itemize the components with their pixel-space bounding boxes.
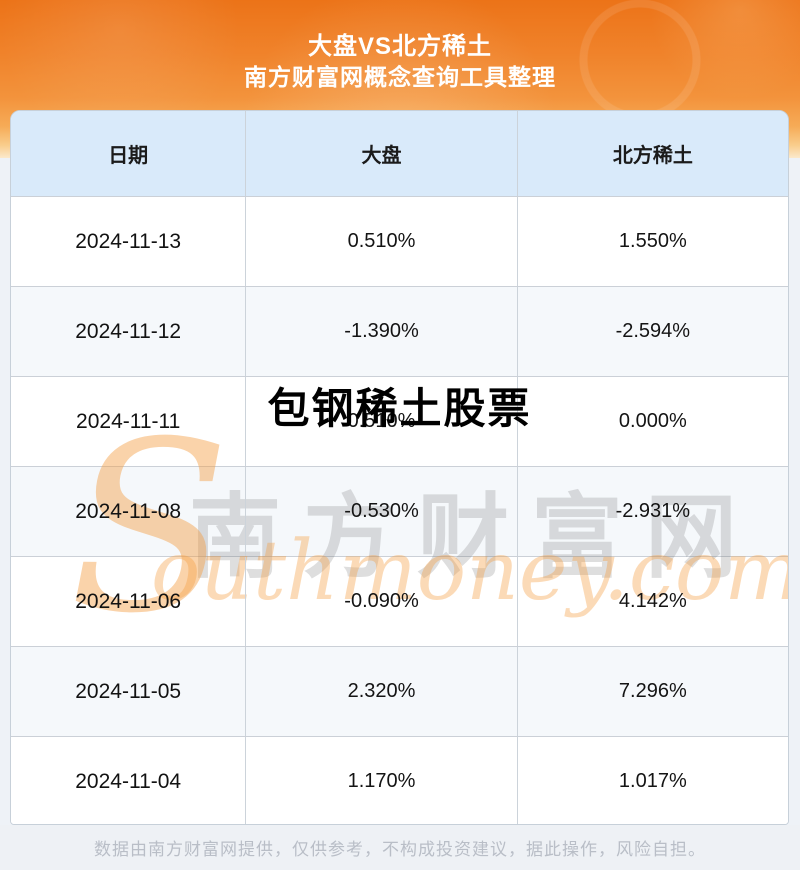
table-row: 2024-11-08 -0.530% -2.931% bbox=[11, 466, 788, 556]
column-header-stock: 北方稀土 bbox=[516, 111, 788, 196]
hero-banner: 大盘VS北方稀土 南方财富网概念查询工具整理 bbox=[0, 0, 800, 158]
stock-cell: 7.296% bbox=[516, 647, 788, 736]
date-cell: 2024-11-13 bbox=[75, 229, 182, 253]
date-cell: 2024-11-12 bbox=[75, 319, 182, 343]
footer-bar: 数据由南方财富网提供，仅供参考，不构成投资建议，据此操作，风险自担。 bbox=[0, 825, 800, 870]
market-cell: 0.510% bbox=[245, 377, 516, 466]
table-row: 2024-11-04 1.170% 1.017% bbox=[11, 736, 788, 824]
table-row: 2024-11-11 0.510% 0.000% bbox=[11, 376, 788, 466]
market-cell: 0.510% bbox=[245, 197, 516, 286]
market-cell: 2.320% bbox=[245, 647, 516, 736]
market-cell: 1.170% bbox=[245, 737, 516, 824]
table-header-row: 日期 大盘 北方稀土 bbox=[11, 111, 788, 196]
page-subtitle: 南方财富网概念查询工具整理 bbox=[244, 64, 556, 90]
stock-cell: 0.000% bbox=[516, 377, 788, 466]
market-cell: -1.390% bbox=[245, 287, 516, 376]
stock-cell: -2.931% bbox=[516, 467, 788, 556]
column-header-market: 大盘 bbox=[245, 111, 516, 196]
stock-cell: -2.594% bbox=[516, 287, 788, 376]
stock-cell: 1.550% bbox=[516, 197, 788, 286]
market-cell: -0.090% bbox=[245, 557, 516, 646]
date-cell: 2024-11-04 bbox=[75, 769, 182, 793]
table-row: 2024-11-13 0.510% 1.550% bbox=[11, 196, 788, 286]
page-title: 大盘VS北方稀土 bbox=[307, 33, 492, 60]
table-row: 2024-11-05 2.320% 7.296% bbox=[11, 646, 788, 736]
date-cell: 2024-11-06 bbox=[75, 589, 182, 613]
stock-cell: 4.142% bbox=[516, 557, 788, 646]
comparison-table: 南方财富网 S outhmoney.com 日期 大盘 北方稀土 2024-11… bbox=[10, 110, 789, 825]
stock-cell: 1.017% bbox=[516, 737, 788, 824]
market-cell: -0.530% bbox=[245, 467, 516, 556]
disclaimer-text: 数据由南方财富网提供，仅供参考，不构成投资建议，据此操作，风险自担。 bbox=[94, 840, 706, 859]
table-row: 2024-11-12 -1.390% -2.594% bbox=[11, 286, 788, 376]
column-header-date: 日期 bbox=[108, 145, 149, 167]
date-cell: 2024-11-08 bbox=[75, 499, 182, 523]
table-row: 2024-11-06 -0.090% 4.142% bbox=[11, 556, 788, 646]
date-cell: 2024-11-11 bbox=[76, 409, 181, 433]
date-cell: 2024-11-05 bbox=[75, 679, 182, 703]
